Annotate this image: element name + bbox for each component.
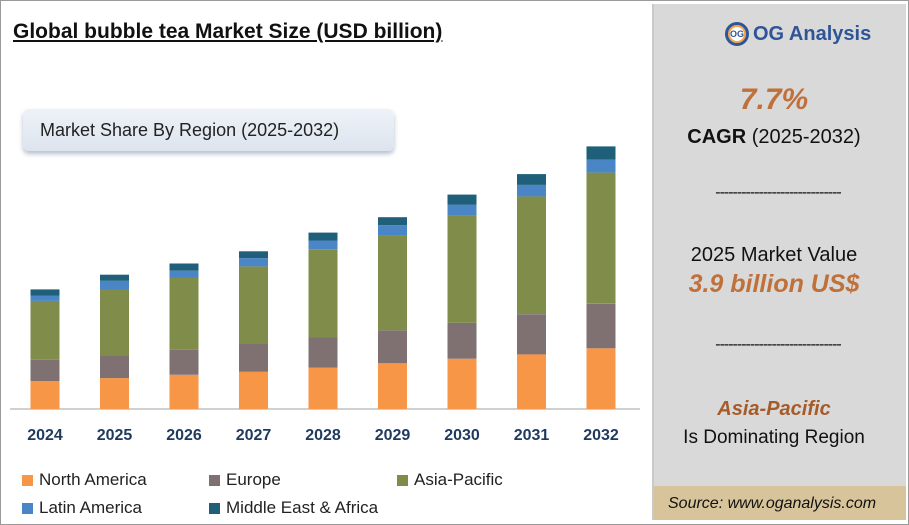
bar-segment-north-america-2029: [378, 363, 407, 409]
bar-segment-asia-pacific-2029: [378, 235, 407, 331]
bar-segment-europe-2026: [169, 349, 199, 375]
x-tick-label: 2027: [236, 427, 272, 444]
bar-segment-north-america-2026: [169, 374, 199, 409]
chart-subtitle: Market Share By Region (2025-2032): [40, 120, 340, 140]
x-tick-label: 2030: [444, 427, 480, 444]
bar-segment-north-america-2031: [517, 354, 546, 409]
bar-segment-latin-america-2025: [100, 280, 129, 290]
bar-segment-middle-east-africa-2029: [378, 217, 407, 226]
bar-segment-europe-2030: [447, 322, 477, 359]
bar-segment-latin-america-2024: [30, 295, 60, 301]
bar-segment-middle-east-africa-2024: [30, 289, 60, 296]
x-tick-label: 2029: [375, 427, 411, 444]
bar-segment-north-america-2024: [30, 381, 60, 409]
bar-segment-latin-america-2029: [378, 225, 407, 236]
x-tick-label: 2028: [305, 427, 341, 444]
bar-segment-middle-east-africa-2030: [447, 194, 477, 205]
bar-segment-middle-east-africa-2028: [308, 232, 338, 241]
bar-segment-north-america-2028: [308, 367, 338, 409]
source-bar: Source: www.oganalysis.com: [654, 486, 906, 520]
stacked-bar-chart: 2024 2025 2026 2027 2028 2029 2030 2031 2032: [10, 146, 640, 444]
bar-segment-north-america-2025: [100, 378, 129, 409]
x-tick-label: 2025: [97, 427, 133, 444]
bar-segment-middle-east-africa-2031: [517, 174, 546, 185]
chart-title: Global bubble tea Market Size (USD billi…: [13, 20, 443, 43]
bar-segment-latin-america-2030: [447, 204, 477, 216]
bar-segment-middle-east-africa-2032: [586, 146, 616, 160]
bar-segment-north-america-2027: [239, 371, 268, 409]
bar-segment-asia-pacific-2024: [30, 300, 60, 360]
bar-segment-latin-america-2028: [308, 240, 338, 250]
bar-segment-europe-2027: [239, 344, 268, 372]
logo-mark-text: OG: [729, 29, 744, 39]
subtitle-box: Market Share By Region (2025-2032): [23, 109, 394, 151]
cagr-label-period: (2025-2032): [746, 126, 861, 148]
bar-segment-asia-pacific-2025: [100, 289, 129, 356]
bar-segment-asia-pacific-2032: [586, 172, 616, 304]
bar-segment-europe-2025: [100, 355, 129, 379]
divider-top: -----------------------------: [715, 184, 842, 201]
cagr-value: 7.7%: [739, 83, 809, 116]
dominating-region: Asia-Pacific: [717, 398, 831, 420]
cagr-label: CAGR (2025-2032): [654, 126, 894, 149]
bar-segment-north-america-2030: [447, 358, 477, 409]
dominating-region-label: Is Dominating Region: [683, 427, 865, 448]
market-value-label: 2025 Market Value: [690, 244, 858, 266]
bar-segment-asia-pacific-2028: [308, 249, 338, 338]
market-value: 3.9 billion US$: [688, 270, 860, 298]
bar-segment-middle-east-africa-2025: [100, 274, 129, 281]
bar-segment-asia-pacific-2027: [239, 266, 268, 344]
x-tick-label: 2032: [583, 427, 619, 444]
bar-segment-north-america-2032: [586, 348, 616, 409]
summary-panel: OG OG Analysis 7.7% CAGR (2025-2032) ---…: [652, 4, 906, 520]
bar-segment-asia-pacific-2031: [517, 196, 546, 315]
bar-segment-middle-east-africa-2026: [169, 263, 199, 271]
logo-text: OG Analysis: [753, 22, 872, 45]
bar-segment-asia-pacific-2026: [169, 277, 199, 350]
bar-segment-latin-america-2027: [239, 258, 268, 267]
bar-segment-middle-east-africa-2027: [239, 251, 268, 259]
bar-segment-europe-2024: [30, 359, 60, 381]
bar-segment-latin-america-2032: [586, 159, 616, 173]
bar-segment-latin-america-2026: [169, 270, 199, 278]
cagr-label-bold: CAGR: [687, 126, 747, 148]
x-tick-label: 2026: [166, 427, 202, 444]
bar-segment-europe-2029: [378, 330, 407, 364]
source-text: Source: www.oganalysis.com: [668, 495, 877, 512]
brand-logo: OG OG Analysis: [725, 22, 871, 46]
bar-segment-europe-2031: [517, 314, 546, 355]
x-tick-label: 2024: [27, 427, 63, 444]
bar-segment-europe-2028: [308, 337, 338, 368]
bar-segment-latin-america-2031: [517, 184, 546, 197]
bar-segment-asia-pacific-2030: [447, 215, 477, 323]
bar-segment-europe-2032: [586, 303, 616, 349]
x-tick-label: 2031: [514, 427, 550, 444]
logo-icon: OG: [725, 22, 749, 46]
divider-bottom: -----------------------------: [715, 336, 842, 353]
